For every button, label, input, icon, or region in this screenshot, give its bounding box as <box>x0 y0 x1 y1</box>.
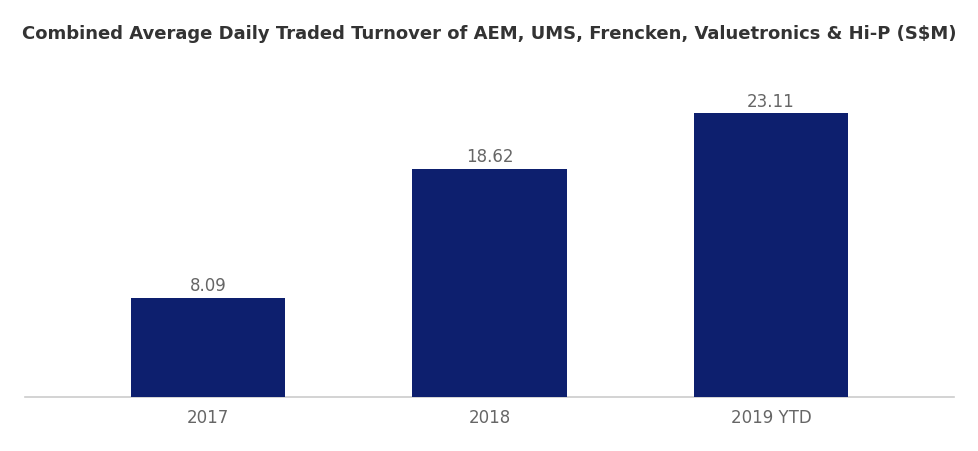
Bar <box>412 169 566 397</box>
Text: 8.09: 8.09 <box>190 276 226 295</box>
Bar <box>130 298 286 397</box>
Text: 18.62: 18.62 <box>466 147 512 166</box>
Bar <box>692 114 848 397</box>
Title: Combined Average Daily Traded Turnover of AEM, UMS, Frencken, Valuetronics & Hi-: Combined Average Daily Traded Turnover o… <box>22 25 956 43</box>
Text: 23.11: 23.11 <box>746 92 794 110</box>
